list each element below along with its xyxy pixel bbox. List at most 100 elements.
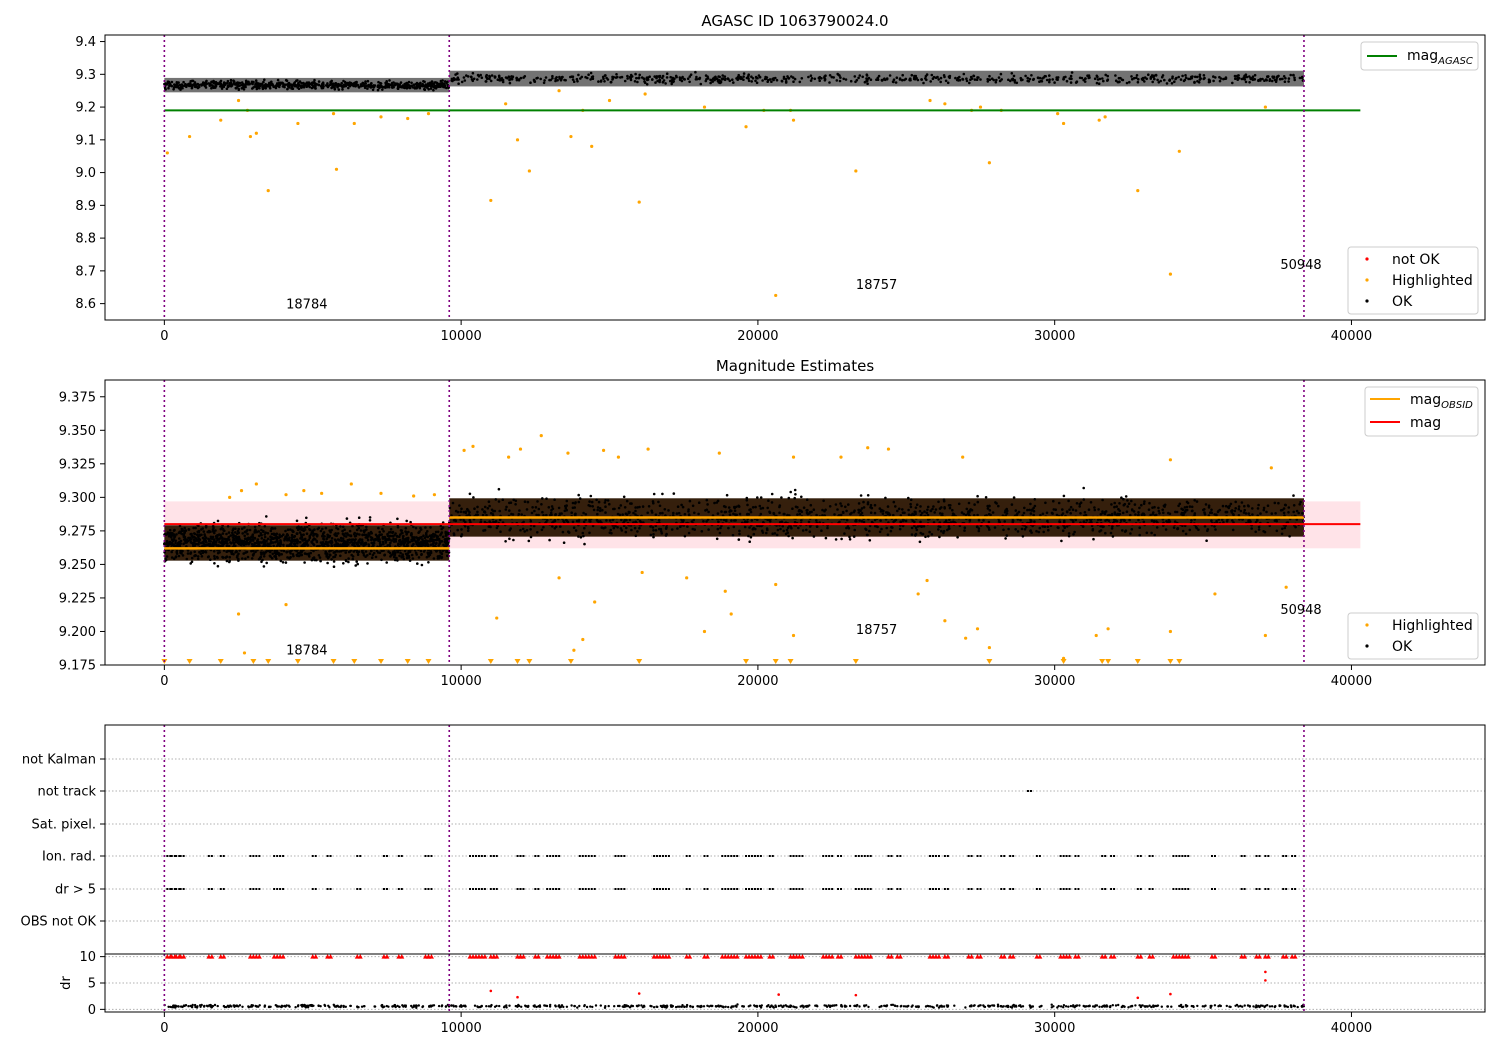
ok-point: [929, 80, 932, 83]
ok-point: [291, 534, 294, 537]
ok-point: [943, 74, 946, 77]
ok-point: [1061, 508, 1064, 511]
ok-point: [330, 87, 333, 90]
flag-point: [552, 855, 554, 857]
ok-point: [421, 538, 424, 541]
ok-point: [344, 540, 347, 543]
ok-point: [961, 511, 964, 514]
ok-point: [285, 561, 288, 564]
ok-point: [634, 513, 637, 516]
ok-point: [723, 518, 726, 521]
x-tick-label: 0: [160, 674, 168, 689]
flag-point: [980, 855, 982, 857]
highlighted-point: [685, 576, 688, 579]
ok-point: [213, 557, 216, 560]
ok-point: [344, 551, 347, 554]
ok-point: [713, 502, 716, 505]
ok-point: [578, 501, 581, 504]
ok-point: [1048, 78, 1051, 81]
ok-point: [588, 500, 591, 503]
ok-point: [361, 534, 364, 537]
flag-point: [356, 855, 358, 857]
ok-point: [397, 526, 400, 529]
ok-point: [1231, 511, 1234, 514]
ok-point: [682, 521, 685, 524]
ok-point: [387, 550, 390, 553]
ok-point: [1119, 513, 1122, 516]
ok-point: [296, 520, 299, 523]
ok-point: [197, 543, 200, 546]
ok-point: [192, 545, 195, 548]
highlighted-point: [427, 112, 430, 115]
ok-point: [380, 559, 383, 562]
ok-point: [373, 552, 376, 555]
ok-point: [706, 499, 709, 502]
flag-point: [252, 855, 254, 857]
ok-point: [1097, 508, 1100, 511]
ok-point: [408, 86, 411, 89]
ok-point: [259, 85, 262, 88]
highlighted-point: [433, 493, 436, 496]
ok-point: [222, 529, 225, 532]
ok-point: [1293, 77, 1296, 80]
highlighted-point: [602, 449, 605, 452]
ok-point: [1072, 521, 1075, 524]
ok-point: [163, 542, 166, 545]
flag-point: [359, 855, 361, 857]
flag-point: [1255, 855, 1257, 857]
ok-point: [786, 529, 789, 532]
ok-point: [1284, 504, 1287, 507]
ok-point: [286, 534, 289, 537]
y-tick-label: 9.275: [59, 524, 96, 539]
ok-point: [385, 541, 388, 544]
ok-point: [1256, 519, 1259, 522]
ok-point: [1130, 500, 1133, 503]
highlighted-point: [1285, 586, 1288, 589]
ok-point: [562, 520, 565, 523]
ok-point: [483, 510, 486, 513]
ok-point: [926, 512, 929, 515]
ok-point: [411, 554, 414, 557]
ok-point: [339, 555, 342, 558]
ok-point: [1066, 80, 1069, 83]
flag-point: [493, 855, 495, 857]
ok-point: [346, 517, 349, 520]
ok-point: [687, 510, 690, 513]
ok-point: [853, 529, 856, 532]
highlighted-point: [925, 579, 928, 582]
ok-point: [421, 541, 424, 544]
ok-point: [642, 77, 645, 80]
ok-point: [690, 73, 693, 76]
ok-point: [874, 519, 877, 522]
flag-point: [537, 855, 539, 857]
ok-point: [1219, 80, 1222, 83]
ok-point: [201, 555, 204, 558]
ok-point: [330, 83, 333, 86]
ok-point: [779, 504, 782, 507]
ok-point: [585, 513, 588, 516]
ok-point: [1070, 506, 1073, 509]
ok-point: [848, 536, 851, 539]
ok-point: [748, 80, 751, 83]
ok-point: [621, 513, 624, 516]
ok-point: [263, 533, 266, 536]
ok-point: [490, 512, 493, 515]
ok-point: [919, 510, 922, 513]
ok-point: [409, 550, 412, 553]
ok-point: [1112, 535, 1115, 538]
ok-point: [1004, 511, 1007, 514]
ok-point: [625, 531, 628, 534]
ok-point: [227, 80, 230, 83]
ok-point: [179, 84, 182, 87]
ok-point: [1208, 504, 1211, 507]
highlighted-point: [1169, 273, 1172, 276]
ok-point: [548, 79, 551, 82]
ok-point: [276, 533, 279, 536]
ok-point: [577, 494, 580, 497]
ok-point: [444, 541, 447, 544]
ok-point: [200, 542, 203, 545]
ok-point: [1222, 505, 1225, 508]
ok-point: [1130, 75, 1133, 78]
ok-point: [1283, 75, 1286, 78]
ok-point: [679, 526, 682, 529]
